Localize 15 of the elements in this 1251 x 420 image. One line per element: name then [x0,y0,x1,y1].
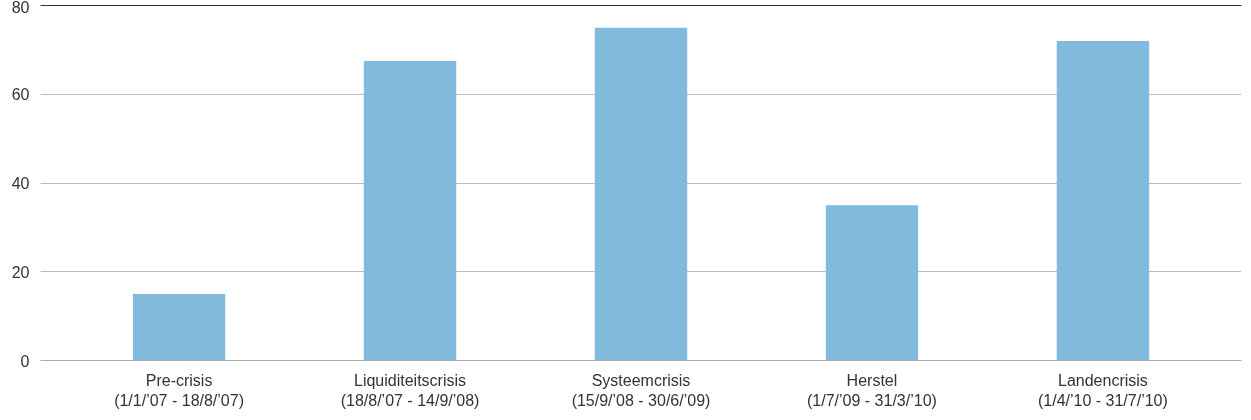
x-tick-label: Herstel (1/7/’09 - 31/3/’10) [807,371,937,409]
x-tick-label: Liquiditeitscrisis (18/8/’07 - 14/9/’08) [340,371,480,409]
x-tick-label: Systeemcrisis (15/9/’08 - 30/6/’09) [571,371,711,409]
y-tick-label: 20 [11,263,30,281]
y-tick-label: 0 [20,352,30,370]
bar [825,205,919,361]
y-tick-label: 40 [11,175,30,192]
y-tick-label: 60 [11,86,30,104]
bar [363,60,457,361]
x-tick-label: Landencrisis (1/4/’10 - 31/7/’10) [1038,371,1168,409]
y-tick-label: 80 [11,0,30,16]
bar [132,293,226,361]
bar [1056,41,1150,361]
bar [594,27,688,361]
x-tick-label: Pre-crisis (1/1/’07 - 18/8/’07) [114,371,245,409]
